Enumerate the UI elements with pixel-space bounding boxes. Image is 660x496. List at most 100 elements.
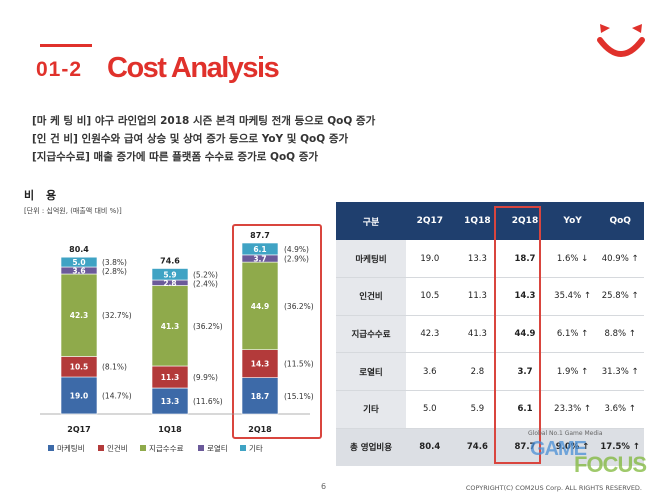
table-cell: 42.3 (406, 315, 454, 354)
table-cell: 1.9% ↑ (548, 352, 597, 392)
table-header: 1Q18 (453, 202, 502, 240)
table-cell: 23.3% ↑ (548, 390, 597, 429)
copyright-text: COPYRIGHT(C) COM2US Corp. ALL RIGHTS RES… (465, 484, 642, 492)
x-tick-label: 2Q17 (67, 425, 91, 434)
table-cell: 14.3 (501, 277, 549, 316)
bar-segment (241, 349, 279, 378)
table-cell: 13.3 (453, 240, 502, 279)
bar-percent-label: (11.6%) (193, 397, 223, 406)
table-cell: 5.0 (406, 390, 454, 429)
legend-swatch (140, 445, 146, 451)
cost-table: 구분 2Q17 1Q18 2Q18 YoY QoQ 마케팅비 19.0 13.3… (336, 202, 644, 466)
table-cell: 6.1 (501, 390, 549, 429)
table-header-row: 구분 2Q17 1Q18 2Q18 YoY QoQ (336, 202, 644, 240)
bar-value-label: 6.1 (253, 245, 266, 254)
page-title: Cost Analysis (107, 52, 280, 84)
bullet-fees: [지급수수료] 매출 증가에 따른 플랫폼 수수료 증가로 QoQ 증가 (32, 151, 319, 163)
chart-highlight-frame (232, 224, 322, 439)
bar-segment (241, 377, 279, 415)
legend-swatch (240, 445, 246, 451)
table-cell: 74.6 (453, 428, 502, 466)
table-cell: 10.5 (406, 277, 454, 316)
bar-segment (241, 261, 279, 351)
table-cell: 41.3 (453, 315, 502, 354)
page-number: 6 (321, 482, 327, 491)
bar-value-label: 14.3 (251, 360, 270, 369)
cost-stacked-bar-chart: 19.0 10.5 42.3 3.65.0 80.4 2Q17 13.3 11.3 41.3 2.… (40, 224, 322, 453)
legend-label: 로열티 (207, 444, 228, 453)
table-row: 지급수수료 42.3 41.3 44.9 6.1% ↑ 8.8% ↑ (336, 315, 644, 354)
bar-percent-label: (14.7%) (102, 392, 132, 401)
bar-percent-label: (15.1%) (284, 392, 314, 401)
table-row: 기타 5.0 5.9 6.1 23.3% ↑ 3.6% ↑ (336, 390, 644, 429)
table-cell: 3.6 (406, 352, 454, 392)
bar-percent-label: (2.9%) (284, 255, 309, 264)
x-tick-label: 1Q18 (158, 425, 182, 434)
table-cell: 31.3% ↑ (596, 352, 644, 392)
table-cell: 1.6% ↓ (548, 240, 597, 279)
table-cell: 18.7 (501, 240, 549, 279)
table-total-row: 총 영업비용 80.4 74.6 87.7 9.0% ↑ 17.5% ↑ (336, 428, 644, 466)
section-number: 01-2 (36, 58, 83, 81)
bar-percent-label: (9.9%) (193, 373, 218, 382)
legend-label: 마케팅비 (57, 443, 85, 453)
bar-percent-label: (3.8%) (102, 258, 127, 267)
legend-label: 기타 (249, 444, 263, 453)
bar-value-label: 3.6 (72, 267, 85, 276)
bar-percent-label: (36.2%) (284, 302, 314, 311)
table-cell: 40.9% ↑ (596, 240, 644, 279)
bar-percent-label: (11.5%) (284, 360, 314, 369)
bar-segment (151, 285, 189, 367)
table-cell: 3.7 (501, 352, 549, 392)
table-header: 구분 (336, 202, 406, 240)
table-cell: 19.0 (406, 240, 454, 279)
legend-swatch (98, 445, 104, 451)
watermark-focus: FOCUS (574, 452, 647, 477)
bar-value-label: 19.0 (70, 392, 89, 401)
table-header: YoY (548, 202, 597, 240)
table-cell: 80.4 (406, 428, 454, 466)
table-row: 로열티 3.6 2.8 3.7 1.9% ↑ 31.3% ↑ (336, 352, 644, 392)
watermark-logo: Global No.1 Game Media GAME FOCUS (516, 430, 660, 490)
bullet-labor: [인 건 비] 인원수와 급여 상승 및 상여 증가 등으로 YoY 및 QoQ… (32, 133, 349, 145)
table-cell: 25.8% ↑ (596, 277, 644, 316)
bar-percent-label: (2.8%) (102, 267, 127, 276)
bar-percent-label: (8.1%) (102, 363, 127, 372)
bar-segment (151, 268, 189, 281)
bar-value-label: 5.9 (163, 270, 176, 279)
bar-percent-label: (36.2%) (193, 322, 223, 331)
table-cell: 5.9 (453, 390, 502, 429)
table-cell: 8.8% ↑ (596, 315, 644, 354)
table-header: QoQ (596, 202, 644, 240)
watermark-game: GAME (530, 438, 587, 460)
table-row: 마케팅비 19.0 13.3 18.7 1.6% ↓ 40.9% ↑ (336, 240, 644, 279)
table-cell: 3.6% ↑ (596, 390, 644, 429)
bar-segment (151, 387, 189, 415)
summary-bullets: [마 케 팅 비] 야구 라인업의 2018 시즌 본격 마케팅 전개 등으로 … (32, 112, 375, 166)
watermark-tagline: Global No.1 Game Media (528, 430, 603, 437)
table-cell: 17.5% ↑ (596, 428, 644, 466)
table-header: 2Q17 (406, 202, 454, 240)
legend-swatch (48, 445, 54, 451)
table-cell: 35.4% ↑ (548, 277, 597, 316)
table-cell: 9.0% ↑ (548, 428, 597, 466)
bar-segment (60, 376, 98, 415)
smile-logo-icon (597, 24, 645, 57)
legend-label: 지급수수료 (149, 444, 184, 453)
chart-unit: [단위 : 십억원, (매출액 대비 %)] (24, 207, 122, 215)
table-cell: 2.8 (453, 352, 502, 392)
bullet-marketing: [마 케 팅 비] 야구 라인업의 2018 시즌 본격 마케팅 전개 등으로 … (32, 115, 376, 127)
bar-value-label: 5.0 (72, 258, 85, 267)
table-cell: 11.3 (453, 277, 502, 316)
bar-value-label: 11.3 (161, 373, 180, 382)
x-tick-label: 2Q18 (248, 425, 272, 434)
row-label: 기타 (336, 390, 406, 429)
row-label: 마케팅비 (336, 240, 406, 279)
bar-total-label: 80.4 (69, 245, 89, 254)
bar-value-label: 2.8 (163, 279, 176, 288)
bar-percent-label: (2.4%) (193, 279, 218, 288)
bar-segment (241, 242, 279, 256)
bar-value-label: 3.7 (253, 255, 266, 264)
bar-percent-label: (32.7%) (102, 311, 132, 320)
bar-total-label: 87.7 (250, 231, 270, 240)
